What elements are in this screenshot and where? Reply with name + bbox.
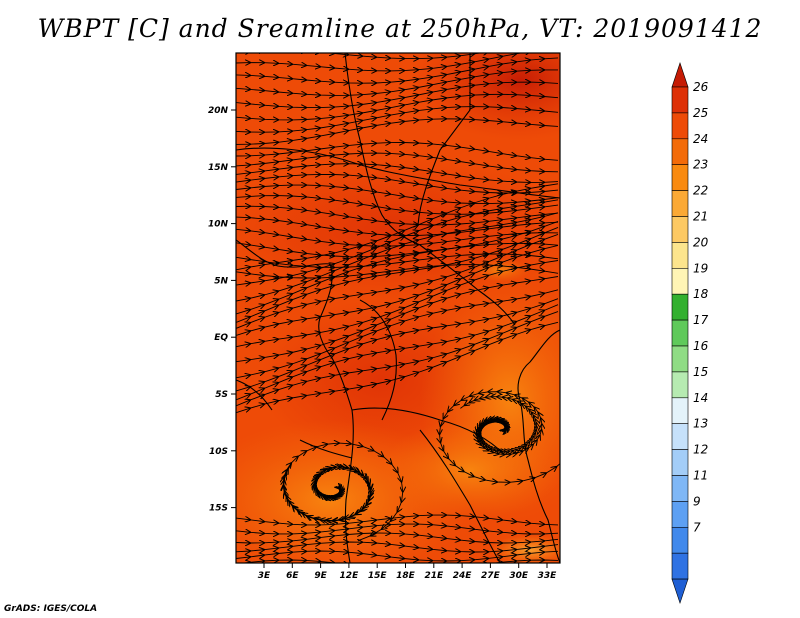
colorbar-label: 25 [693, 106, 708, 120]
colorbar-label: 15 [693, 365, 708, 379]
colorbar-box [671, 345, 689, 373]
colorbar-top-arrow [671, 62, 689, 88]
chart-title: WBPT [C] and Sreamline at 250hPa, VT: 20… [37, 14, 763, 43]
colorbar-label: 14 [693, 391, 708, 405]
colorbar-label: 13 [693, 417, 708, 431]
longitude-axis: 3E 6E 9E 12E 15E 18E 21E 24E 27E 30E 33E [258, 563, 557, 581]
lon-tick-label: 3E [258, 571, 271, 581]
colorbar: 26 25 24 23 22 21 20 19 18 17 16 15 14 13 12 11 9 7 [671, 62, 709, 605]
lat-tick-label: EQ [214, 333, 228, 343]
lon-tick-label: 15E [368, 571, 388, 581]
colorbar-box [671, 501, 689, 528]
lat-tick-label: 15N [208, 163, 229, 173]
colorbar-box [671, 164, 689, 191]
colorbar-box [671, 397, 689, 424]
streamline [236, 321, 559, 414]
lon-tick-label: 24E [453, 571, 473, 581]
colorbar-label: 9 [693, 494, 701, 508]
colorbar-box [671, 293, 689, 321]
lon-tick-label: 12E [340, 571, 360, 581]
colorbar-label: 21 [693, 210, 708, 224]
lat-tick-label: 10S [209, 447, 228, 457]
colorbar-box [671, 86, 689, 114]
colorbar-box [671, 267, 689, 295]
colorbar-box [671, 138, 689, 166]
map-frame [235, 52, 561, 564]
latitude-axis: 20N 15N 10N 5N EQ 5S 10S 15S [208, 106, 236, 514]
streamlines [236, 53, 560, 563]
colorbar-box [671, 526, 689, 554]
lat-tick-label: 15S [209, 504, 228, 514]
colorbar-label: 23 [693, 158, 708, 172]
colorbar-box [671, 552, 689, 580]
lon-tick-label: 30E [509, 571, 529, 581]
colorbar-box [671, 319, 689, 347]
coastlines [236, 53, 560, 563]
colorbar-label: 19 [693, 261, 708, 275]
colorbar-label: 16 [693, 339, 709, 353]
lat-tick-label: 20N [208, 106, 229, 116]
colorbar-label: 17 [693, 313, 709, 327]
lon-tick-label: 18E [396, 571, 416, 581]
colorbar-label: 7 [693, 520, 701, 534]
lon-tick-label: 6E [286, 571, 299, 581]
colorbar-label: 20 [693, 235, 709, 249]
colorbar-label: 24 [693, 132, 708, 146]
colorbar-label: 11 [693, 469, 708, 483]
lon-tick-label: 27E [481, 571, 501, 581]
colorbar-box [671, 190, 689, 217]
colorbar-label: 26 [693, 80, 709, 94]
colorbar-label: 18 [693, 287, 709, 301]
colorbar-box [671, 475, 689, 502]
colorbar-bottom-arrow [671, 578, 689, 605]
colorbar-label: 22 [693, 184, 708, 198]
lat-tick-label: 5S [215, 390, 228, 400]
lon-tick-label: 9E [314, 571, 327, 581]
lat-tick-label: 10N [208, 220, 229, 230]
colorbar-box [671, 423, 689, 450]
lat-tick-label: 5N [214, 276, 228, 286]
colorbar-box [671, 112, 689, 140]
colorbar-label: 12 [693, 443, 708, 457]
colorbar-box [671, 216, 689, 243]
colorbar-box [671, 371, 689, 399]
streamline [239, 560, 559, 563]
colorbar-box [671, 449, 689, 476]
grads-credit: GrADS: IGES/COLA [4, 604, 98, 614]
lon-tick-label: 33E [538, 571, 558, 581]
colorbar-box [671, 242, 689, 269]
lon-tick-label: 21E [424, 571, 444, 581]
